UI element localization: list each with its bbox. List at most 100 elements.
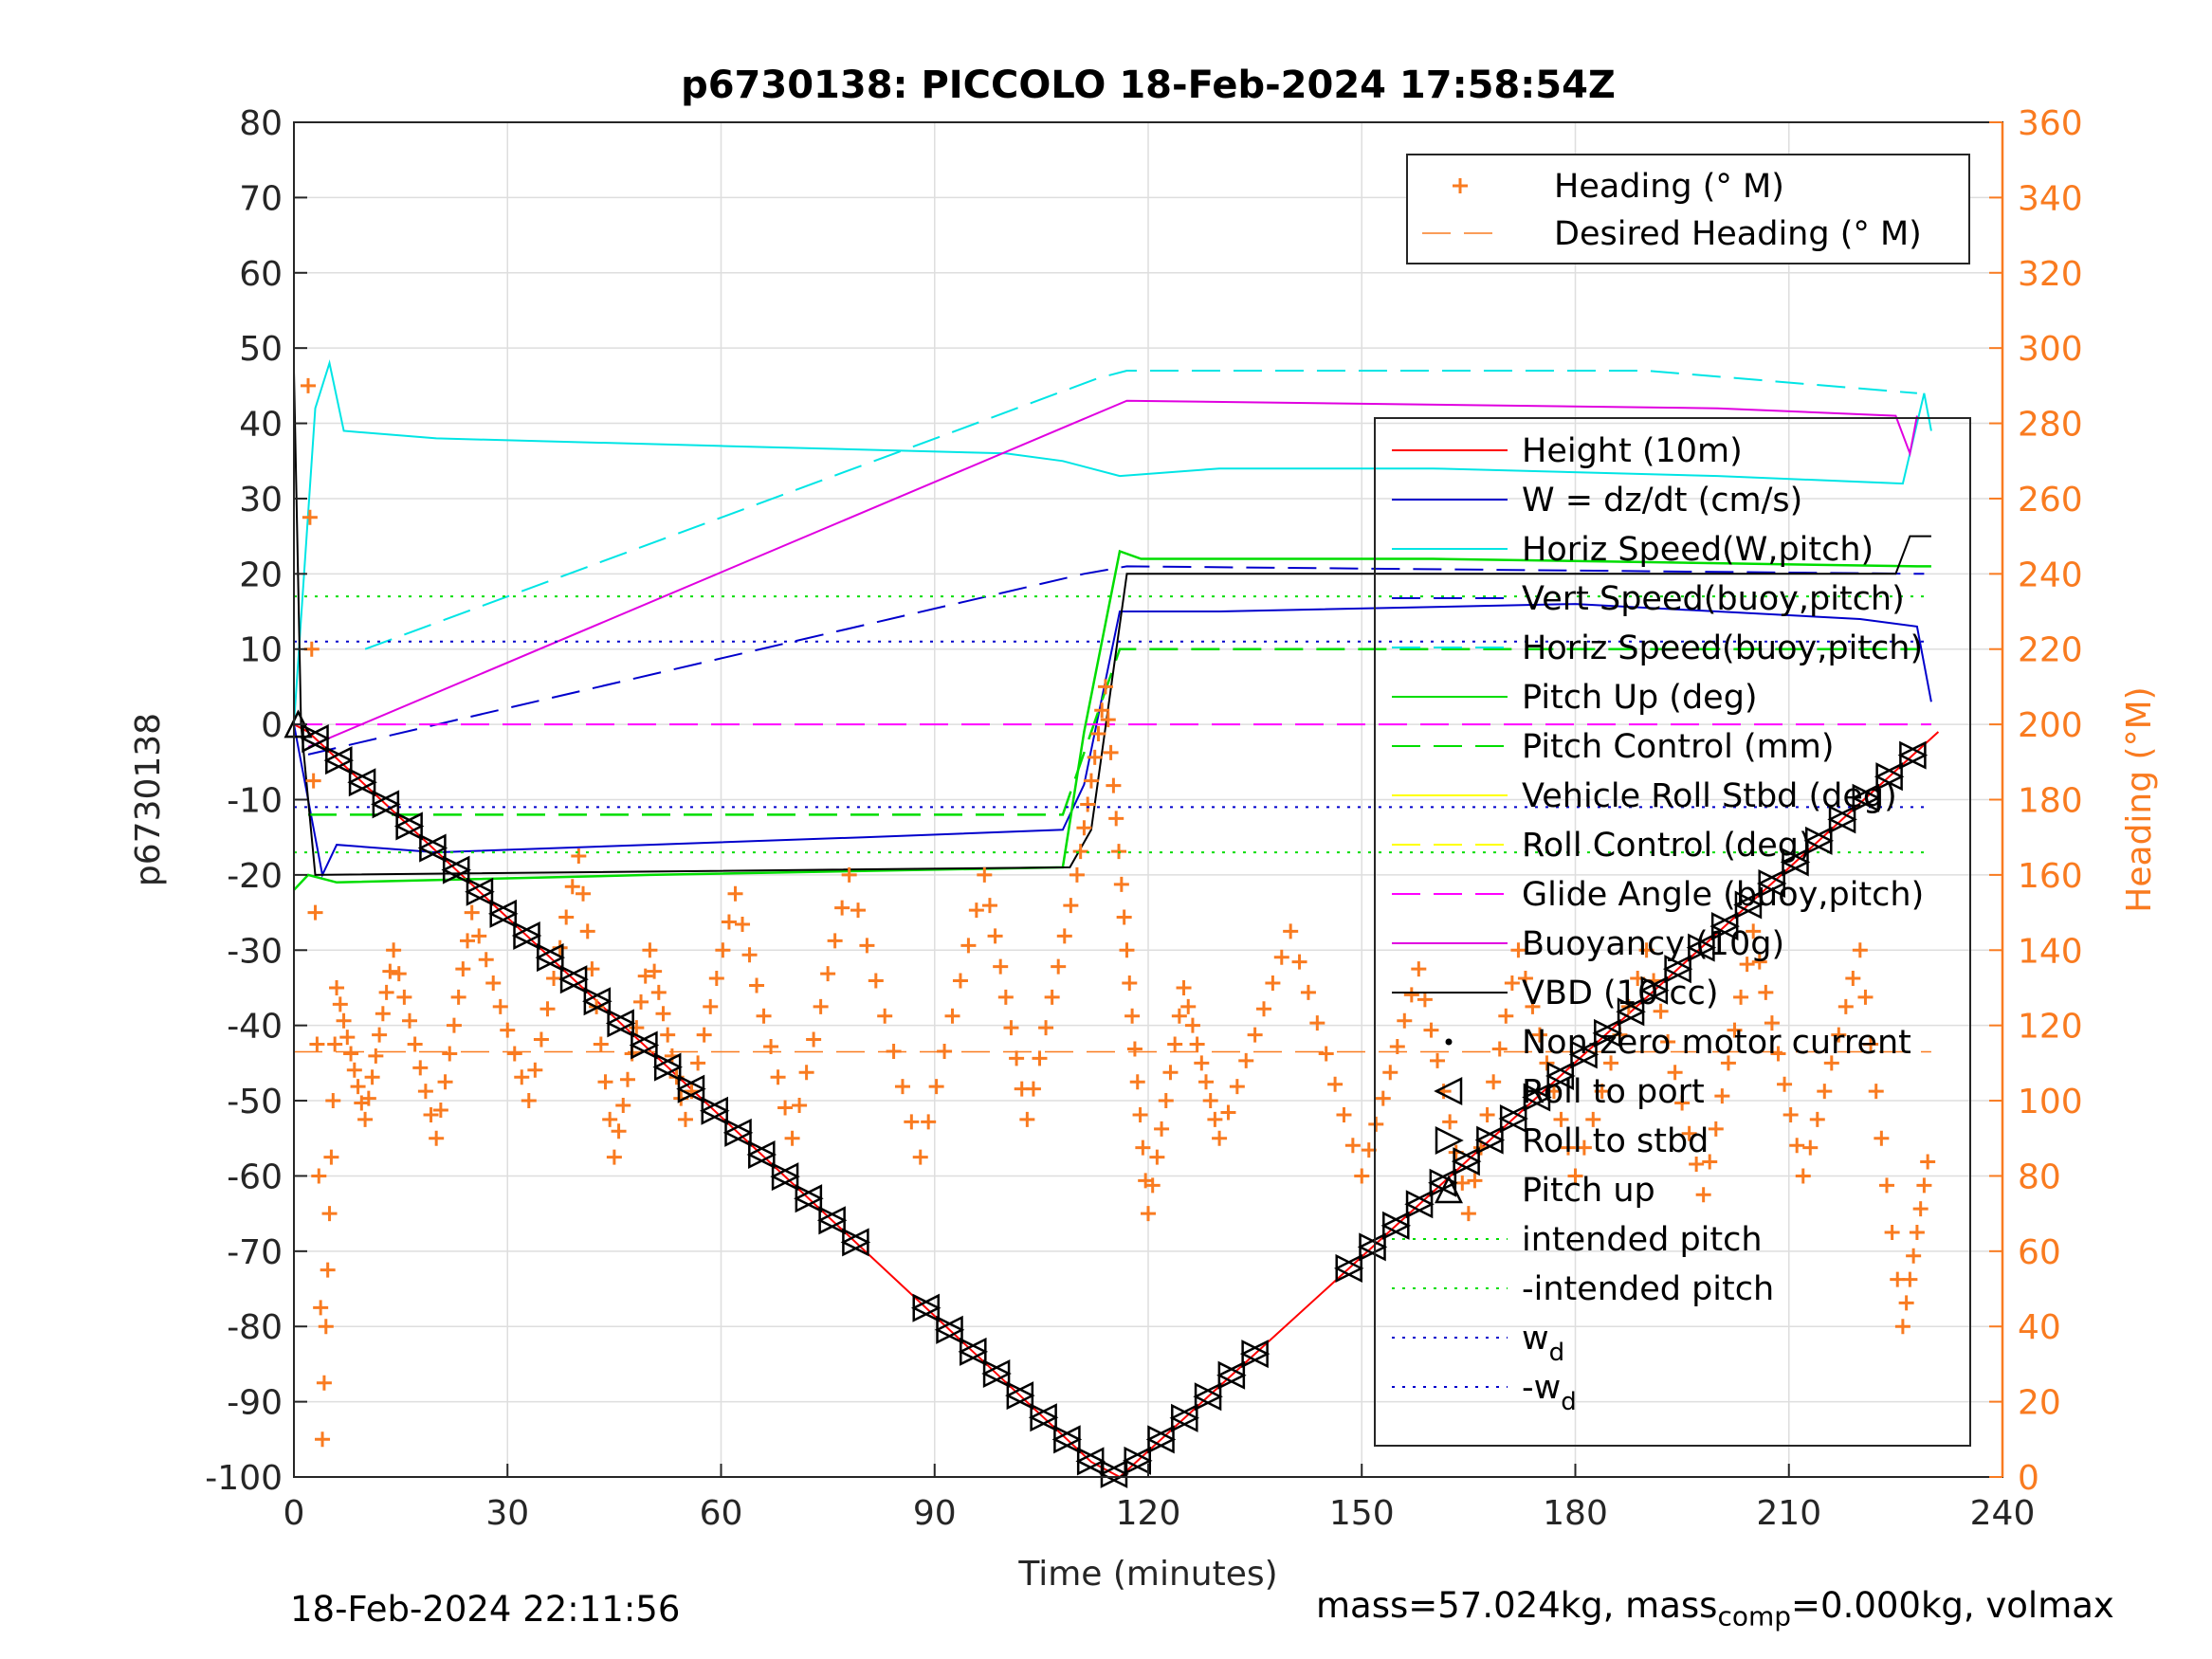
heading-point: [1770, 1046, 1786, 1062]
heading-point: [301, 377, 317, 393]
heading-point: [325, 1093, 341, 1109]
heading-point: [1714, 1088, 1730, 1104]
legend-swatch: [1434, 1175, 1464, 1204]
heading-point: [834, 900, 850, 916]
heading-point: [1831, 1027, 1847, 1043]
heading-point: [1238, 1052, 1254, 1068]
heading-point: [527, 1062, 543, 1078]
roll-stbd-marker: [1171, 1403, 1200, 1432]
legend-swatch: [1435, 1125, 1464, 1156]
heading-point: [485, 975, 502, 992]
roll-stbd-marker: [653, 1052, 683, 1082]
heading-point: [1878, 1177, 1894, 1194]
heading-point: [558, 909, 575, 925]
roll-stbd-marker: [1664, 955, 1693, 984]
y2-tick-label: 260: [2018, 481, 2083, 520]
y-tick-label: 40: [239, 406, 283, 445]
heading-point: [806, 1031, 822, 1048]
heading-point: [546, 971, 562, 987]
heading-point: [343, 1046, 359, 1062]
roll-stbd-marker: [1030, 1403, 1059, 1432]
heading-point: [703, 998, 719, 1014]
series-layer: [293, 359, 1940, 1479]
series-line: [307, 399, 1918, 748]
heading-point: [1171, 1008, 1187, 1024]
heading-point: [1603, 1055, 1619, 1071]
heading-point: [1144, 1177, 1161, 1194]
roll-stbd-marker: [1476, 1125, 1506, 1155]
x-tick-label: 180: [1543, 1494, 1608, 1533]
heading-point: [1423, 1022, 1439, 1038]
heading-point: [429, 1130, 445, 1146]
heading-point: [1202, 1093, 1218, 1109]
heading-point: [1056, 928, 1072, 944]
series-line: [293, 549, 1931, 891]
y2-tick-label: 40: [2018, 1308, 2061, 1347]
heading-point: [1539, 1055, 1555, 1071]
heading-point: [1162, 1065, 1179, 1081]
legend-label: W = dz/dt (cm/s): [1522, 482, 1802, 520]
heading-point: [827, 933, 843, 949]
heading-point: [1884, 1224, 1900, 1240]
heading-point: [571, 848, 587, 865]
legend-top-box: [1406, 154, 1970, 264]
legend-swatch: [1445, 1038, 1453, 1046]
heading-point: [1674, 1095, 1691, 1111]
heading-point: [1111, 844, 1127, 860]
heading-point: [576, 885, 592, 902]
roll-stbd-marker: [537, 943, 566, 973]
heading-point: [798, 1065, 814, 1081]
legend-heading: Heading (° M) Desired Heading (° M): [1406, 154, 1970, 264]
y2-tick-label: 320: [2018, 255, 2083, 294]
roll-stbd-marker: [677, 1074, 706, 1103]
heading-point: [1695, 1187, 1711, 1203]
heading-point: [1430, 1052, 1446, 1068]
y-tick-label: 10: [239, 631, 283, 670]
heading-point: [1898, 1295, 1914, 1311]
heading-point: [1094, 702, 1110, 719]
heading-point: [1106, 777, 1122, 793]
heading-point: [1531, 1027, 1547, 1043]
y2-tick-label: 360: [2018, 104, 2083, 143]
heading-point: [1141, 1206, 1156, 1222]
heading-point: [471, 928, 487, 944]
heading-point: [1845, 971, 1861, 987]
heading-point: [1318, 1046, 1334, 1062]
heading-point: [432, 1102, 448, 1118]
footer-timestamp: 18-Feb-2024 22:11:56: [290, 1589, 681, 1630]
heading-point: [492, 998, 508, 1014]
roll-stbd-marker: [395, 811, 425, 841]
heading-point: [1689, 1157, 1705, 1173]
roll-stbd-marker: [960, 1337, 989, 1366]
heading-point: [777, 1100, 794, 1116]
heading-point: [1777, 1076, 1793, 1092]
heading-point: [450, 989, 466, 1005]
heading-point: [633, 994, 649, 1010]
heading-point: [533, 1031, 549, 1048]
heading-point: [1069, 866, 1085, 883]
series-line: [293, 359, 1932, 725]
heading-point: [1667, 1065, 1683, 1081]
series-line: [364, 370, 1917, 650]
y-tick-label: 80: [239, 104, 283, 143]
legend-label: Roll to stbd: [1522, 1122, 1709, 1160]
roll-stbd-marker: [559, 965, 589, 994]
heading-point: [841, 866, 857, 883]
heading-point: [339, 1030, 356, 1046]
heading-point: [378, 984, 394, 1000]
roll-stbd-marker: [1758, 868, 1787, 898]
heading-point: [1442, 1114, 1458, 1130]
y-tick-label: -80: [227, 1308, 283, 1347]
legend-label: Pitch Up (deg): [1522, 679, 1758, 717]
roll-stbd-marker: [1053, 1425, 1083, 1454]
heading-point: [316, 1375, 332, 1391]
legend-label: Horiz Speed(W,pitch): [1522, 531, 1874, 569]
heading-point: [813, 998, 829, 1014]
heading-point: [1090, 726, 1106, 742]
heading-point: [820, 966, 836, 982]
heading-point: [318, 1319, 334, 1335]
heading-point: [1594, 1084, 1610, 1100]
heading-point: [696, 1027, 712, 1043]
legend-label: Glide Angle (buoy,pitch): [1522, 876, 1924, 914]
y-tick-label: -10: [227, 782, 283, 821]
